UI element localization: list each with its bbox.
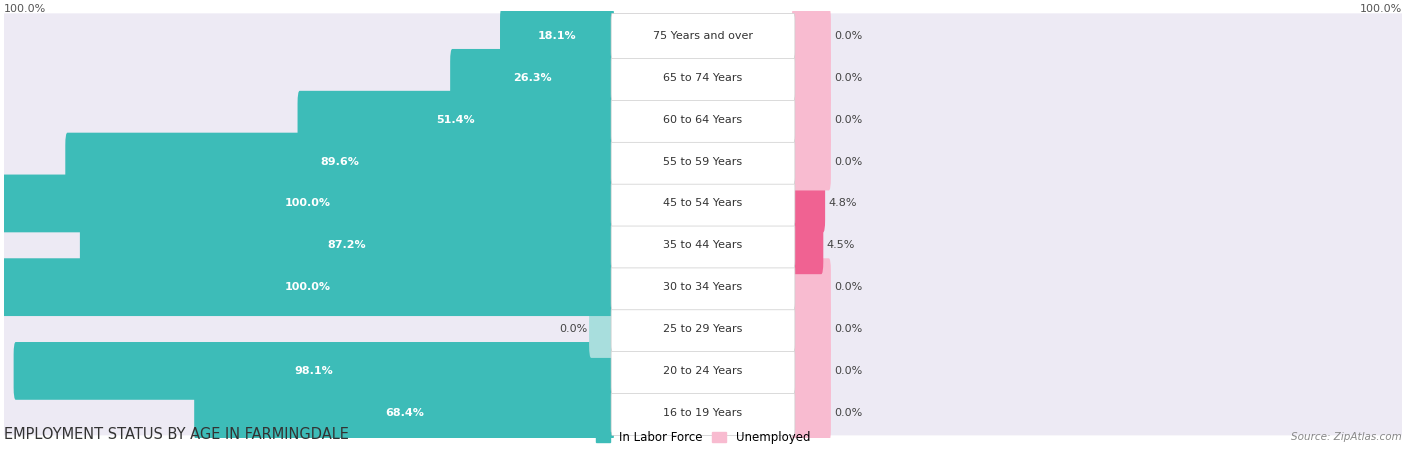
Legend: In Labor Force, Unemployed: In Labor Force, Unemployed — [591, 427, 815, 449]
Text: 0.0%: 0.0% — [834, 115, 863, 125]
Text: 35 to 44 Years: 35 to 44 Years — [664, 240, 742, 250]
Text: 0.0%: 0.0% — [834, 282, 863, 292]
FancyBboxPatch shape — [65, 133, 614, 190]
FancyBboxPatch shape — [612, 139, 794, 184]
Text: EMPLOYMENT STATUS BY AGE IN FARMINGDALE: EMPLOYMENT STATUS BY AGE IN FARMINGDALE — [4, 427, 349, 442]
FancyBboxPatch shape — [3, 348, 1403, 393]
Text: 55 to 59 Years: 55 to 59 Years — [664, 157, 742, 166]
Text: 100.0%: 100.0% — [1360, 4, 1402, 14]
Text: 89.6%: 89.6% — [321, 157, 359, 166]
FancyBboxPatch shape — [3, 306, 1403, 351]
Text: 45 to 54 Years: 45 to 54 Years — [664, 198, 742, 208]
FancyBboxPatch shape — [1, 258, 614, 316]
Text: 0.0%: 0.0% — [834, 73, 863, 83]
Text: 100.0%: 100.0% — [4, 4, 46, 14]
FancyBboxPatch shape — [3, 97, 1403, 142]
FancyBboxPatch shape — [612, 348, 794, 393]
Text: 51.4%: 51.4% — [437, 115, 475, 125]
Text: 26.3%: 26.3% — [513, 73, 551, 83]
Text: 4.5%: 4.5% — [827, 240, 855, 250]
FancyBboxPatch shape — [792, 175, 825, 232]
Text: 25 to 29 Years: 25 to 29 Years — [664, 324, 742, 334]
FancyBboxPatch shape — [3, 265, 1403, 310]
FancyBboxPatch shape — [612, 265, 794, 310]
Text: 4.8%: 4.8% — [828, 198, 858, 208]
Text: 68.4%: 68.4% — [385, 408, 423, 418]
FancyBboxPatch shape — [792, 133, 831, 190]
Text: 87.2%: 87.2% — [328, 240, 367, 250]
FancyBboxPatch shape — [792, 342, 831, 400]
Text: 0.0%: 0.0% — [560, 324, 588, 334]
FancyBboxPatch shape — [194, 384, 614, 441]
Text: 0.0%: 0.0% — [834, 366, 863, 376]
FancyBboxPatch shape — [3, 55, 1403, 100]
FancyBboxPatch shape — [1, 175, 614, 232]
Text: 30 to 34 Years: 30 to 34 Years — [664, 282, 742, 292]
FancyBboxPatch shape — [792, 91, 831, 148]
Text: 0.0%: 0.0% — [834, 157, 863, 166]
FancyBboxPatch shape — [589, 300, 614, 358]
FancyBboxPatch shape — [792, 258, 831, 316]
FancyBboxPatch shape — [792, 7, 831, 65]
FancyBboxPatch shape — [3, 14, 1403, 58]
Text: 0.0%: 0.0% — [834, 31, 863, 41]
FancyBboxPatch shape — [612, 14, 794, 58]
FancyBboxPatch shape — [3, 181, 1403, 226]
FancyBboxPatch shape — [792, 384, 831, 441]
Text: 65 to 74 Years: 65 to 74 Years — [664, 73, 742, 83]
Text: 20 to 24 Years: 20 to 24 Years — [664, 366, 742, 376]
FancyBboxPatch shape — [612, 223, 794, 268]
Text: 98.1%: 98.1% — [295, 366, 333, 376]
FancyBboxPatch shape — [612, 55, 794, 100]
Text: 60 to 64 Years: 60 to 64 Years — [664, 115, 742, 125]
FancyBboxPatch shape — [450, 49, 614, 107]
Text: 0.0%: 0.0% — [834, 324, 863, 334]
FancyBboxPatch shape — [3, 223, 1403, 268]
FancyBboxPatch shape — [612, 97, 794, 142]
FancyBboxPatch shape — [3, 139, 1403, 184]
Text: 100.0%: 100.0% — [285, 198, 332, 208]
Text: Source: ZipAtlas.com: Source: ZipAtlas.com — [1291, 432, 1402, 442]
Text: 18.1%: 18.1% — [538, 31, 576, 41]
FancyBboxPatch shape — [501, 7, 614, 65]
FancyBboxPatch shape — [14, 342, 614, 400]
Text: 100.0%: 100.0% — [285, 282, 332, 292]
FancyBboxPatch shape — [792, 49, 831, 107]
FancyBboxPatch shape — [792, 300, 831, 358]
FancyBboxPatch shape — [612, 306, 794, 351]
Text: 16 to 19 Years: 16 to 19 Years — [664, 408, 742, 418]
Text: 75 Years and over: 75 Years and over — [652, 31, 754, 41]
FancyBboxPatch shape — [3, 390, 1403, 435]
FancyBboxPatch shape — [612, 390, 794, 435]
FancyBboxPatch shape — [80, 216, 614, 274]
FancyBboxPatch shape — [792, 216, 824, 274]
Text: 0.0%: 0.0% — [834, 408, 863, 418]
FancyBboxPatch shape — [298, 91, 614, 148]
FancyBboxPatch shape — [612, 181, 794, 226]
